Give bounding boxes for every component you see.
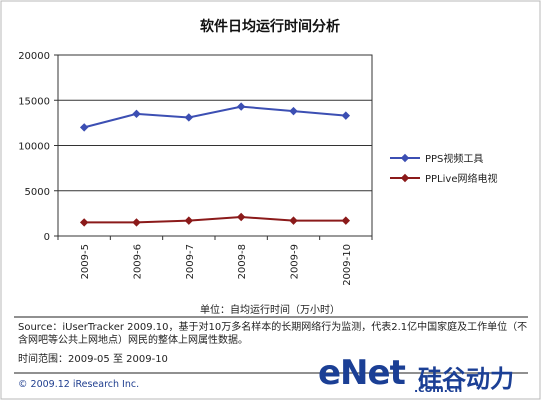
- data-point: [79, 123, 89, 132]
- data-point: [341, 216, 351, 225]
- y-tick-label: 0: [44, 232, 50, 243]
- y-tick-label: 20000: [18, 51, 50, 62]
- data-point: [236, 212, 246, 222]
- data-point: [79, 218, 89, 227]
- data-point: [184, 216, 194, 225]
- data-point: [236, 102, 246, 111]
- legend-label: PPLive网络电视: [425, 172, 497, 185]
- x-tick-label: 2009-6: [133, 244, 144, 279]
- legend-label: PPS视频工具: [425, 152, 483, 165]
- enet-watermark-logo: eNet 硅谷动力 .com.cn: [318, 353, 533, 395]
- data-point: [289, 106, 298, 116]
- y-tick-label: 15000: [18, 96, 50, 107]
- chart-title: 软件日均运行时间分析: [200, 18, 340, 35]
- data-point: [132, 109, 141, 119]
- series-line: [84, 215, 346, 224]
- plot-area: 0 5000 10000 15000 20000 2009-5 2009-6 2009-7 20…: [18, 51, 497, 286]
- series-line: [83, 105, 346, 129]
- legend-swatch-marker: [400, 173, 410, 183]
- x-tick-label: 2009-5: [80, 244, 91, 279]
- watermark-domain: .com.cn: [414, 382, 463, 395]
- data-point: [341, 111, 351, 120]
- x-tick-label: 2009-7: [185, 244, 196, 279]
- x-tick-label: 2009-10: [342, 244, 353, 286]
- x-tick-label: 2009-9: [290, 244, 301, 279]
- data-point: [132, 218, 141, 227]
- data-point: [289, 216, 298, 225]
- watermark-brand: eNet: [318, 353, 406, 393]
- time-range: 时间范围：2009-05 至 2009-10: [18, 354, 168, 365]
- watermark-brand-cn: 硅谷动力: [418, 365, 514, 393]
- data-point: [184, 113, 194, 122]
- copyright: © 2009.12 iResearch Inc.: [18, 379, 140, 390]
- x-tick-label: 2009-8: [237, 244, 248, 279]
- legend-swatch-marker: [400, 153, 410, 163]
- y-tick-label: 10000: [18, 142, 50, 153]
- y-tick-label: 5000: [25, 187, 50, 198]
- source-note: Source：iUserTracker 2009.10，基于对10万多名样本的长…: [18, 322, 528, 346]
- unit-label: 单位：自均运行时间（万小时）: [200, 303, 340, 316]
